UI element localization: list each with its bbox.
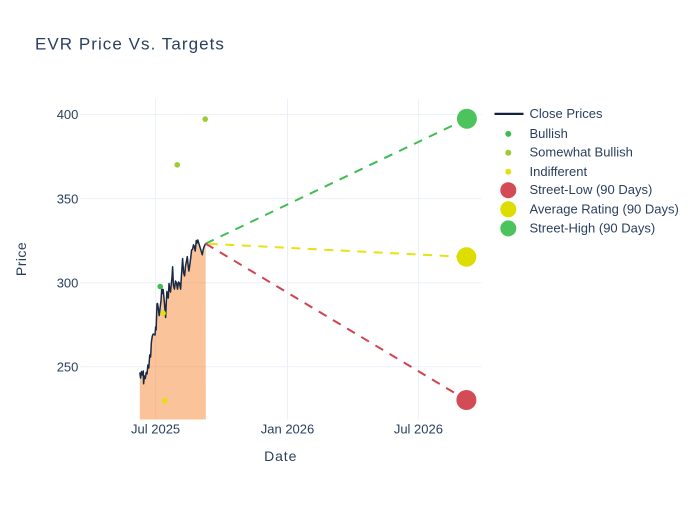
svg-text:Bullish: Bullish — [530, 126, 568, 141]
svg-text:Price: Price — [13, 242, 29, 276]
svg-text:Average Rating (90 Days): Average Rating (90 Days) — [530, 201, 679, 216]
svg-text:Street-Low (90 Days): Street-Low (90 Days) — [530, 182, 653, 197]
svg-text:Close Prices: Close Prices — [530, 106, 603, 121]
svg-text:Jul 2026: Jul 2026 — [394, 421, 443, 436]
svg-text:Somewhat Bullish: Somewhat Bullish — [530, 145, 633, 160]
svg-text:300: 300 — [57, 275, 79, 290]
svg-text:Jul 2025: Jul 2025 — [131, 421, 180, 436]
svg-text:350: 350 — [57, 191, 79, 206]
svg-text:250: 250 — [57, 360, 79, 375]
svg-text:400: 400 — [57, 107, 79, 122]
svg-text:Date: Date — [264, 448, 297, 464]
svg-text:Indifferent: Indifferent — [530, 164, 588, 179]
svg-text:Jan 2026: Jan 2026 — [261, 421, 315, 436]
svg-text:EVR Price Vs. Targets: EVR Price Vs. Targets — [35, 35, 225, 54]
svg-text:Street-High (90 Days): Street-High (90 Days) — [530, 220, 656, 235]
